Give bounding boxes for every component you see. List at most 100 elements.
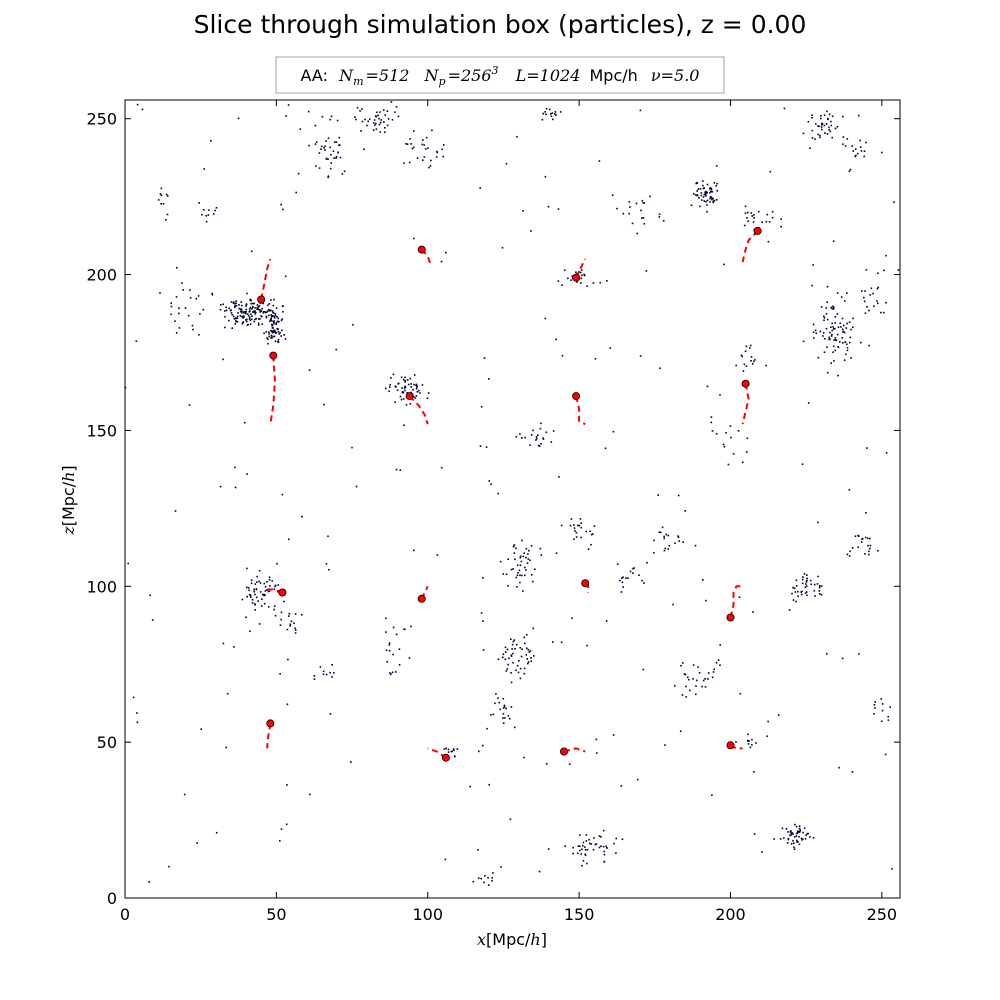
particle: [852, 317, 854, 320]
particle: [443, 748, 446, 750]
particle: [596, 752, 598, 754]
particle: [838, 341, 841, 343]
particle: [359, 110, 361, 112]
particle: [796, 841, 798, 843]
y-axis: 0 50 100 150 200 250: [86, 110, 900, 908]
particle: [343, 170, 346, 173]
particle: [295, 191, 297, 194]
particle: [278, 333, 281, 335]
particle: [801, 582, 804, 585]
particle: [450, 750, 453, 753]
particle: [228, 307, 230, 310]
particle: [234, 323, 237, 325]
particle: [394, 385, 397, 388]
particle: [230, 301, 233, 303]
particle: [628, 212, 630, 215]
particle: [259, 582, 262, 584]
particle: [689, 689, 691, 692]
particle: [288, 612, 291, 615]
particle: [593, 525, 596, 527]
particle: [812, 837, 815, 839]
particle: [515, 547, 517, 550]
particle: [256, 575, 258, 578]
particle: [241, 315, 243, 318]
particle: [723, 263, 725, 266]
particle: [269, 318, 272, 321]
particle: [260, 310, 263, 313]
particle: [360, 130, 362, 132]
particle: [807, 120, 810, 123]
particle: [869, 547, 871, 550]
particle: [416, 391, 419, 393]
particle: [612, 734, 615, 736]
particle: [620, 785, 623, 787]
legend-np-exp: 3: [492, 64, 499, 77]
particle: [767, 720, 769, 723]
particle: [819, 136, 821, 139]
particle: [705, 192, 707, 195]
particle: [254, 593, 256, 596]
particle: [838, 766, 840, 769]
particle: [238, 304, 240, 306]
particle: [537, 444, 540, 447]
particle: [885, 254, 887, 257]
particle: [794, 591, 797, 593]
particle: [522, 590, 524, 592]
particle: [797, 831, 799, 834]
particle: [505, 707, 507, 710]
particle: [790, 834, 793, 836]
particle: [267, 304, 269, 307]
particle: [535, 439, 537, 441]
halo-track: [260, 258, 272, 300]
particle: [242, 315, 245, 317]
particle: [483, 357, 486, 359]
particle: [863, 155, 865, 158]
particle: [268, 335, 271, 338]
particle: [703, 200, 706, 202]
legend-nm-value: =512: [366, 66, 410, 85]
particle: [798, 831, 800, 833]
particle: [378, 117, 380, 120]
particle: [519, 647, 522, 649]
particle: [621, 577, 623, 579]
particle: [500, 866, 502, 868]
particle: [535, 435, 538, 438]
particle: [842, 115, 844, 118]
particle: [791, 592, 793, 595]
particle: [230, 312, 233, 314]
particle: [524, 574, 526, 577]
particle: [791, 832, 794, 834]
particle: [244, 312, 247, 314]
particle: [149, 594, 151, 596]
particle: [408, 657, 411, 659]
particle: [178, 312, 180, 315]
particle: [523, 667, 526, 670]
particle: [811, 116, 813, 119]
particle: [235, 319, 237, 322]
particle: [490, 714, 492, 716]
particle: [246, 324, 249, 326]
particle: [834, 349, 836, 352]
particle: [820, 594, 823, 596]
particle: [415, 384, 417, 387]
particle: [170, 313, 172, 316]
particle: [521, 648, 523, 651]
particle: [705, 201, 707, 203]
particle: [394, 401, 396, 403]
particle: [234, 306, 236, 309]
particle: [521, 437, 523, 439]
particle: [314, 143, 317, 145]
particle: [848, 170, 851, 173]
particle: [715, 662, 718, 664]
particle: [386, 124, 389, 127]
particle: [696, 194, 699, 197]
particle: [822, 335, 824, 337]
particle: [710, 187, 712, 190]
particle: [537, 434, 539, 436]
particle: [619, 579, 621, 582]
particle: [865, 141, 867, 144]
particle: [162, 203, 165, 205]
particle: [136, 712, 138, 714]
particle: [266, 581, 268, 583]
particle: [283, 600, 285, 603]
